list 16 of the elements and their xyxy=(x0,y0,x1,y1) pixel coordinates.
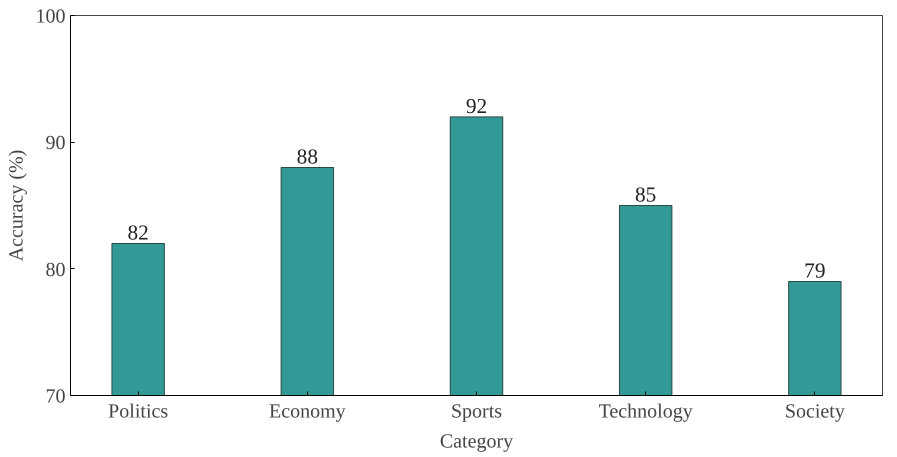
x-tick-label: Society xyxy=(784,400,845,422)
x-tick-label: Sports xyxy=(450,400,502,422)
data-label: 82 xyxy=(128,220,149,244)
data-label: 92 xyxy=(466,94,488,118)
x-tick-label: Politics xyxy=(108,400,168,422)
y-tick-label: 70 xyxy=(46,386,66,408)
x-tick-label: Technology xyxy=(598,400,693,422)
data-label: 85 xyxy=(635,182,656,206)
x-tick-label: Economy xyxy=(269,400,346,422)
x-axis-title: Category xyxy=(440,430,514,452)
y-tick-label: 80 xyxy=(46,258,66,281)
y-tick-label: 100 xyxy=(36,6,66,28)
data-label: 88 xyxy=(296,144,318,168)
y-tick-label: 90 xyxy=(46,132,66,154)
y-axis-title: Accuracy (%) xyxy=(6,150,28,262)
data-label: 79 xyxy=(804,258,826,282)
